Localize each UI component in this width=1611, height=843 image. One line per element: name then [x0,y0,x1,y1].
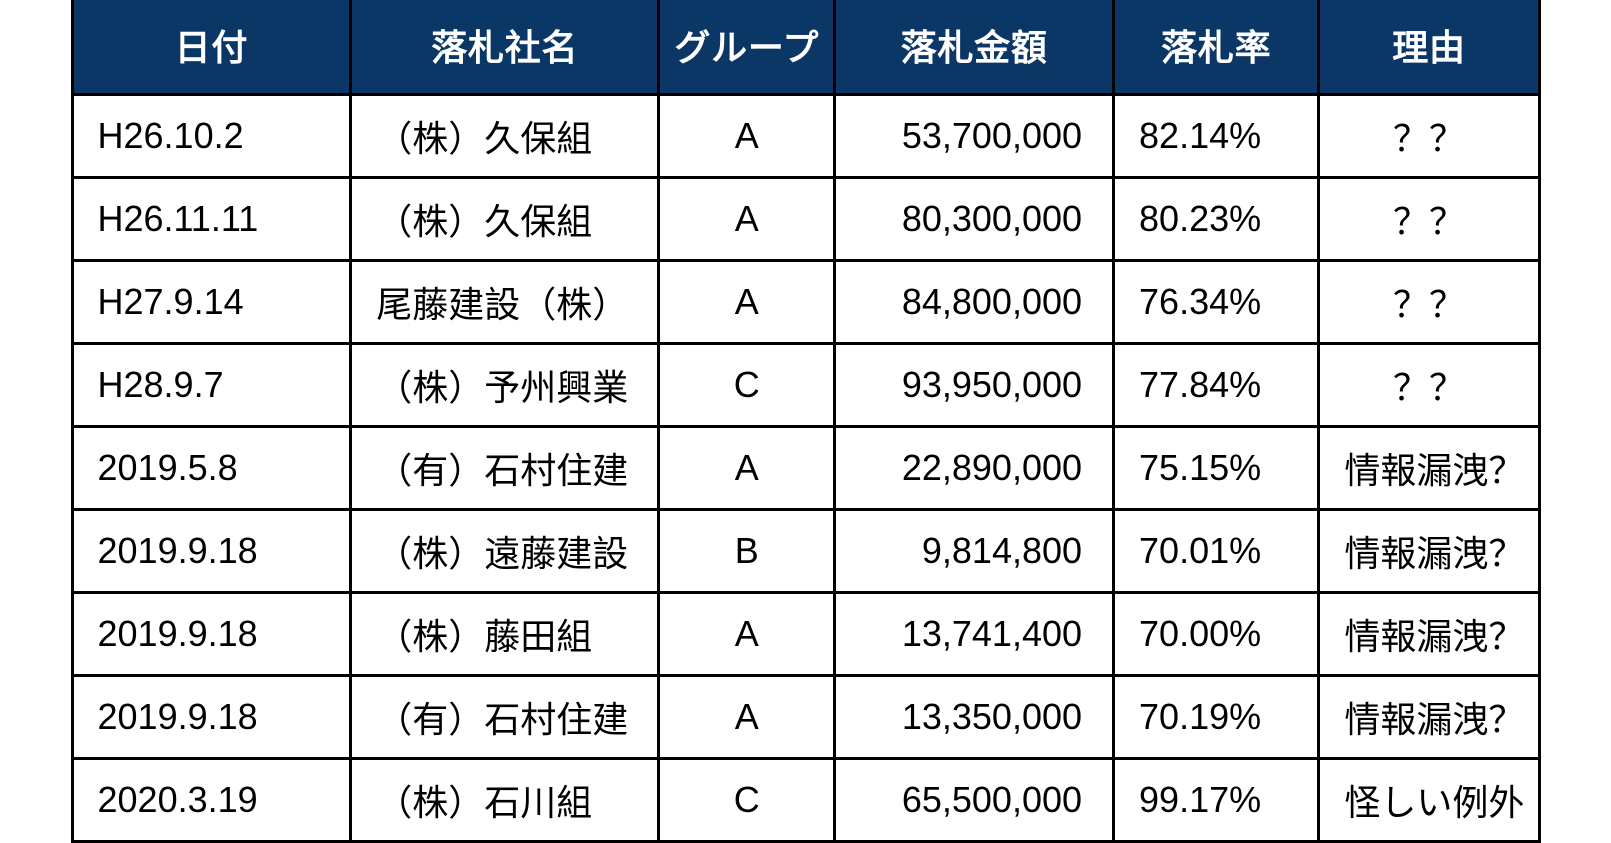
table-cell: 情報漏洩？ [1319,426,1539,509]
table-cell: A [659,426,835,509]
bid-table: 日付 落札社名 グループ 落札金額 落札率 理由 H26.10.2（株）久保組A… [71,0,1541,843]
table-body: H26.10.2（株）久保組A53,700,00082.14%？？H26.11.… [72,94,1539,841]
table-cell: H27.9.14 [72,260,351,343]
table-row: H28.9.7（株）予州興業C93,950,00077.84%？？ [72,343,1539,426]
table-cell: 77.84% [1114,343,1319,426]
table-cell: 尾藤建設（株） [351,260,659,343]
table-cell: 2019.5.8 [72,426,351,509]
table-cell: ？？ [1319,343,1539,426]
table-cell: （株）藤田組 [351,592,659,675]
table-cell: 70.19% [1114,675,1319,758]
table-row: H26.11.11（株）久保組A80,300,00080.23%？？ [72,177,1539,260]
col-header-group: グループ [659,0,835,94]
table-cell: 84,800,000 [835,260,1114,343]
table-cell: 99.17% [1114,758,1319,841]
table-cell: H26.11.11 [72,177,351,260]
table-cell: A [659,592,835,675]
table-cell: 75.15% [1114,426,1319,509]
table-cell: A [659,177,835,260]
table-row: H27.9.14尾藤建設（株）A84,800,00076.34%？？ [72,260,1539,343]
table-cell: 76.34% [1114,260,1319,343]
table-cell: 80.23% [1114,177,1319,260]
table-cell: C [659,343,835,426]
table-cell: 情報漏洩？ [1319,675,1539,758]
col-header-rate: 落札率 [1114,0,1319,94]
table-cell: A [659,675,835,758]
table-cell: 9,814,800 [835,509,1114,592]
table-row: 2019.5.8（有）石村住建A22,890,00075.15%情報漏洩？ [72,426,1539,509]
table-cell: 情報漏洩？ [1319,509,1539,592]
table-cell: 70.01% [1114,509,1319,592]
table-row: 2019.9.18（株）藤田組A13,741,40070.00%情報漏洩？ [72,592,1539,675]
col-header-amount: 落札金額 [835,0,1114,94]
table-cell: 65,500,000 [835,758,1114,841]
table-cell: 怪しい例外 [1319,758,1539,841]
table-cell: B [659,509,835,592]
table-cell: H28.9.7 [72,343,351,426]
table-header-row: 日付 落札社名 グループ 落札金額 落札率 理由 [72,0,1539,94]
table-cell: （株）予州興業 [351,343,659,426]
table-cell: ？？ [1319,177,1539,260]
table-cell: （株）石川組 [351,758,659,841]
table-cell: （有）石村住建 [351,426,659,509]
table-cell: 2020.3.19 [72,758,351,841]
table-row: H26.10.2（株）久保組A53,700,00082.14%？？ [72,94,1539,177]
table-row: 2019.9.18（株）遠藤建設B9,814,80070.01%情報漏洩？ [72,509,1539,592]
table-row: 2020.3.19（株）石川組C65,500,00099.17%怪しい例外 [72,758,1539,841]
table-cell: 情報漏洩？ [1319,592,1539,675]
table-cell: 80,300,000 [835,177,1114,260]
table-cell: C [659,758,835,841]
table-cell: 22,890,000 [835,426,1114,509]
table-cell: （株）久保組 [351,177,659,260]
table-cell: A [659,260,835,343]
table-cell: ？？ [1319,94,1539,177]
table-cell: 70.00% [1114,592,1319,675]
col-header-reason: 理由 [1319,0,1539,94]
table-cell: 2019.9.18 [72,675,351,758]
table-cell: 53,700,000 [835,94,1114,177]
table-cell: （株）遠藤建設 [351,509,659,592]
table-cell: 2019.9.18 [72,592,351,675]
table-cell: 13,350,000 [835,675,1114,758]
table-cell: ？？ [1319,260,1539,343]
col-header-date: 日付 [72,0,351,94]
table-row: 2019.9.18（有）石村住建A13,350,00070.19%情報漏洩？ [72,675,1539,758]
table-cell: （株）久保組 [351,94,659,177]
col-header-company: 落札社名 [351,0,659,94]
table-cell: 2019.9.18 [72,509,351,592]
table-cell: 82.14% [1114,94,1319,177]
table-cell: H26.10.2 [72,94,351,177]
table-cell: 13,741,400 [835,592,1114,675]
table-cell: （有）石村住建 [351,675,659,758]
table-cell: 93,950,000 [835,343,1114,426]
bid-table-container: 日付 落札社名 グループ 落札金額 落札率 理由 H26.10.2（株）久保組A… [71,0,1541,843]
table-cell: A [659,94,835,177]
